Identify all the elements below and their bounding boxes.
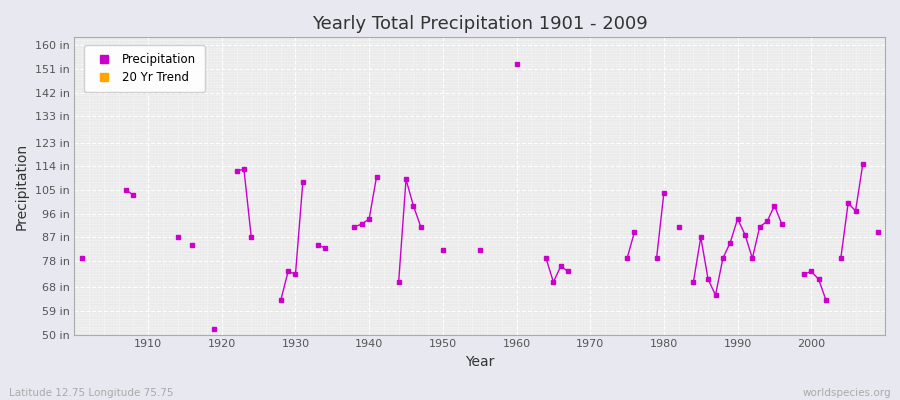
Precipitation	[76, 256, 87, 261]
Precipitation	[511, 61, 522, 66]
Line: Precipitation: Precipitation	[80, 62, 879, 331]
Text: worldspecies.org: worldspecies.org	[803, 388, 891, 398]
X-axis label: Year: Year	[465, 355, 494, 369]
Title: Yearly Total Precipitation 1901 - 2009: Yearly Total Precipitation 1901 - 2009	[311, 15, 648, 33]
Precipitation	[349, 224, 360, 229]
Legend: Precipitation, 20 Yr Trend: Precipitation, 20 Yr Trend	[85, 45, 204, 92]
Y-axis label: Precipitation: Precipitation	[15, 142, 29, 230]
Precipitation	[872, 230, 883, 234]
Text: Latitude 12.75 Longitude 75.75: Latitude 12.75 Longitude 75.75	[9, 388, 174, 398]
